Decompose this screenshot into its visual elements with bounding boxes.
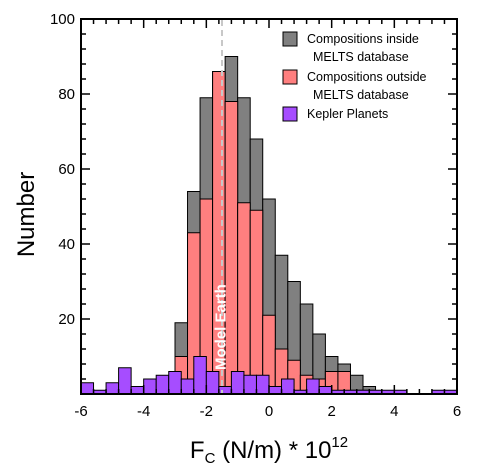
bar-kepler-7 — [168, 371, 182, 395]
x-tick-label: 2 — [327, 403, 335, 420]
bar-outside-6 — [249, 209, 264, 395]
legend-swatch-kepler — [282, 106, 298, 122]
y-tick-labels: 20 40 60 80 100 — [50, 11, 75, 328]
bar-kepler-3 — [118, 367, 132, 395]
legend-swatch-inside — [282, 31, 298, 47]
legend-swatch-outside — [282, 69, 298, 85]
histogram-bars — [80, 56, 458, 395]
legend-label-kepler: Kepler Planets — [307, 107, 388, 121]
x-axis-label: FC (N/m) * 1012 — [190, 434, 348, 467]
bar-kepler-2 — [105, 382, 120, 395]
x-tick-label: -2 — [200, 403, 213, 420]
bar-kepler-8 — [180, 378, 195, 395]
x-tick-labels: -6 -4 -2 0 2 4 6 — [74, 403, 461, 420]
bar-kepler-5 — [143, 378, 157, 395]
x-axis-label-superscript: 12 — [331, 434, 348, 451]
bar-kepler-19 — [318, 386, 333, 395]
x-tick-label: -6 — [74, 403, 87, 420]
x-tick-label: 4 — [390, 403, 398, 420]
y-tick-label: 100 — [50, 11, 75, 28]
legend-label-outside: Compositions outside — [307, 70, 427, 84]
bar-outside-5 — [237, 202, 251, 395]
x-tick-label: 0 — [265, 403, 273, 420]
bar-kepler-10 — [205, 371, 220, 395]
bar-kepler-13 — [243, 374, 257, 395]
axis-ticks — [80, 18, 458, 395]
x-axis-label-base: F — [190, 437, 205, 464]
bar-kepler-16 — [281, 378, 295, 395]
bar-kepler-4 — [130, 386, 145, 395]
x-tick-label: -4 — [137, 403, 150, 420]
bar-kepler-9 — [193, 356, 207, 395]
bar-kepler-11 — [218, 386, 232, 395]
x-axis-label-subscript: C — [205, 450, 216, 467]
legend-label-outside-line2: MELTS database — [313, 88, 409, 102]
y-axis-label: Number — [13, 172, 40, 257]
model-earth-label: Model Earth — [213, 284, 230, 370]
bar-kepler-12 — [230, 371, 245, 395]
legend-label-inside: Compositions inside — [307, 32, 419, 46]
bar-kepler-15 — [268, 386, 283, 395]
bar-kepler-18 — [306, 378, 320, 395]
x-axis-label-rest: (N/m) * 10 — [215, 437, 331, 464]
bar-kepler-14 — [255, 374, 270, 395]
y-tick-label: 80 — [58, 86, 75, 103]
legend-label-inside-line2: MELTS database — [313, 50, 409, 64]
y-tick-label: 60 — [58, 161, 75, 178]
y-tick-label: 20 — [58, 311, 75, 328]
legend: Compositions inside MELTS database Compo… — [282, 31, 427, 122]
y-tick-label: 40 — [58, 236, 75, 253]
x-tick-label: 6 — [453, 403, 461, 420]
bar-kepler-6 — [155, 374, 170, 395]
bar-kepler-0 — [80, 382, 95, 395]
